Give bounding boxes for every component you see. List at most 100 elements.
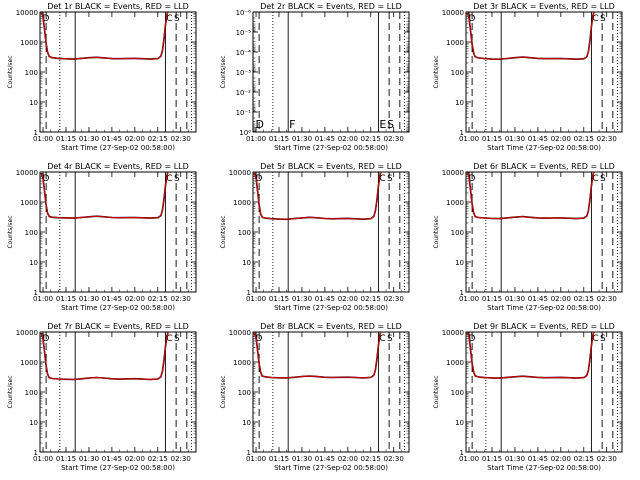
x-tick-label: 01:45 xyxy=(102,455,122,463)
panel-title: Det 8r BLACK = Events, RED = LLD xyxy=(260,322,402,331)
plot-frame xyxy=(39,11,197,133)
x-tick-label: 01:30 xyxy=(505,455,525,463)
y-tick-label: 10000 xyxy=(16,9,38,17)
x-tick-label: 01:15 xyxy=(56,135,76,143)
y-tick-label: 1000 xyxy=(233,199,251,207)
x-tick-label: 01:15 xyxy=(482,135,502,143)
x-tick-label: 01:15 xyxy=(269,135,289,143)
x-axis-label: Start Time (27-Sep-02 00:58:00) xyxy=(61,304,175,312)
marker-letter: C xyxy=(379,334,385,344)
x-tick-label: 02:00 xyxy=(125,455,145,463)
y-tick-label: 10000 xyxy=(16,329,38,337)
marker-letter: S xyxy=(600,174,606,184)
marker-letter: E xyxy=(379,118,386,131)
plot-frame xyxy=(39,171,197,293)
events-series-line xyxy=(40,12,169,60)
x-tick-label: 01:00 xyxy=(246,455,266,463)
detector-panel: Det 2r BLACK = Events, RED = LLD 10⁻⁶ 10⁻⁵… xyxy=(220,2,410,152)
x-tick-label: 01:45 xyxy=(528,455,548,463)
x-tick-label: 01:00 xyxy=(33,295,53,303)
y-tick-label: 10 xyxy=(29,419,38,427)
marker-letter: D xyxy=(256,174,263,184)
y-axis-label: Counts/sec xyxy=(220,55,227,88)
plot-frame xyxy=(39,331,197,453)
marker-letter: S xyxy=(174,174,180,184)
x-tick-label: 01:30 xyxy=(292,295,312,303)
panel-title: Det 2r BLACK = Events, RED = LLD xyxy=(260,2,402,11)
y-tick-label: 1 xyxy=(34,289,38,297)
x-tick-label: 02:15 xyxy=(574,295,594,303)
x-tick-label: 02:30 xyxy=(171,455,191,463)
x-tick-label: 02:15 xyxy=(361,135,381,143)
x-tick-label: 02:15 xyxy=(361,295,381,303)
y-tick-label: 10000 xyxy=(442,9,464,17)
marker-letter: C xyxy=(379,174,385,184)
y-tick-label: 10 xyxy=(455,419,464,427)
y-tick-label: 10000 xyxy=(442,169,464,177)
marker-letter: D xyxy=(469,174,476,184)
x-tick-label: 01:45 xyxy=(102,135,122,143)
detector-panel: Det 6r BLACK = Events, RED = LLD10000100… xyxy=(433,162,623,312)
x-tick-label: 01:00 xyxy=(33,455,53,463)
x-tick-label: 02:00 xyxy=(551,295,571,303)
detector-panel: Det 1r BLACK = Events, RED = LLD10000100… xyxy=(7,2,197,152)
y-tick-label: 1000 xyxy=(20,39,38,47)
y-tick-label: 10⁰ xyxy=(239,129,251,137)
x-tick-label: 01:30 xyxy=(505,295,525,303)
marker-letter: F xyxy=(289,118,295,131)
x-tick-label: 02:30 xyxy=(597,135,617,143)
y-axis-label: Counts/sec xyxy=(220,215,227,248)
plot-frame xyxy=(252,11,410,133)
x-tick-label: 01:45 xyxy=(315,295,335,303)
x-tick-label: 02:00 xyxy=(338,295,358,303)
marker-letter: D xyxy=(43,14,50,24)
panel-title: Det 1r BLACK = Events, RED = LLD xyxy=(47,2,189,11)
y-tick-label: 10⁻³ xyxy=(236,69,252,77)
y-axis-label: Counts/sec xyxy=(7,55,14,88)
x-tick-label: 02:15 xyxy=(361,455,381,463)
y-tick-label: 10000 xyxy=(229,329,251,337)
x-tick-label: 02:00 xyxy=(338,135,358,143)
y-tick-label: 10 xyxy=(455,259,464,267)
marker-letter: S xyxy=(387,174,393,184)
x-axis-label: Start Time (27-Sep-02 00:58:00) xyxy=(274,304,388,312)
marker-letter: C xyxy=(592,334,598,344)
y-tick-label: 1 xyxy=(247,289,251,297)
y-axis-label: Counts/sec xyxy=(7,215,14,248)
y-tick-label: 10000 xyxy=(16,169,38,177)
panel-title: Det 9r BLACK = Events, RED = LLD xyxy=(473,322,615,331)
x-tick-label: 02:15 xyxy=(148,455,168,463)
marker-letter: C xyxy=(166,14,172,24)
x-tick-label: 01:00 xyxy=(246,295,266,303)
y-tick-label: 10 xyxy=(29,99,38,107)
detector-panel: Det 3r BLACK = Events, RED = LLD10000100… xyxy=(433,2,623,152)
x-tick-label: 01:00 xyxy=(459,455,479,463)
y-tick-label: 100 xyxy=(451,69,464,77)
marker-letter: S xyxy=(174,334,180,344)
x-axis-label: Start Time (27-Sep-02 00:58:00) xyxy=(61,144,175,152)
x-tick-label: 02:15 xyxy=(148,295,168,303)
marker-letter: S xyxy=(600,334,606,344)
events-series-line xyxy=(40,332,169,381)
x-tick-label: 02:30 xyxy=(171,295,191,303)
x-tick-label: 02:15 xyxy=(574,455,594,463)
marker-letter: S xyxy=(600,14,606,24)
panel-title: Det 7r BLACK = Events, RED = LLD xyxy=(47,322,189,331)
marker-letter: C xyxy=(592,14,598,24)
detector-panel: Det 5r BLACK = Events, RED = LLD10000100… xyxy=(220,162,410,312)
lld-series-line xyxy=(466,172,595,220)
y-tick-label: 100 xyxy=(451,229,464,237)
y-axis-label: Counts/sec xyxy=(7,375,14,408)
x-tick-label: 02:30 xyxy=(384,135,404,143)
y-tick-label: 1 xyxy=(460,129,464,137)
lld-series-line xyxy=(253,332,382,379)
lld-series-line xyxy=(466,332,595,379)
panel-title: Det 6r BLACK = Events, RED = LLD xyxy=(473,162,615,171)
x-tick-label: 01:30 xyxy=(79,455,99,463)
x-tick-label: 01:30 xyxy=(79,295,99,303)
y-tick-label: 1 xyxy=(460,289,464,297)
events-series-line xyxy=(466,172,595,220)
y-tick-label: 10 xyxy=(242,419,251,427)
x-tick-label: 01:00 xyxy=(459,295,479,303)
y-tick-label: 100 xyxy=(451,389,464,397)
